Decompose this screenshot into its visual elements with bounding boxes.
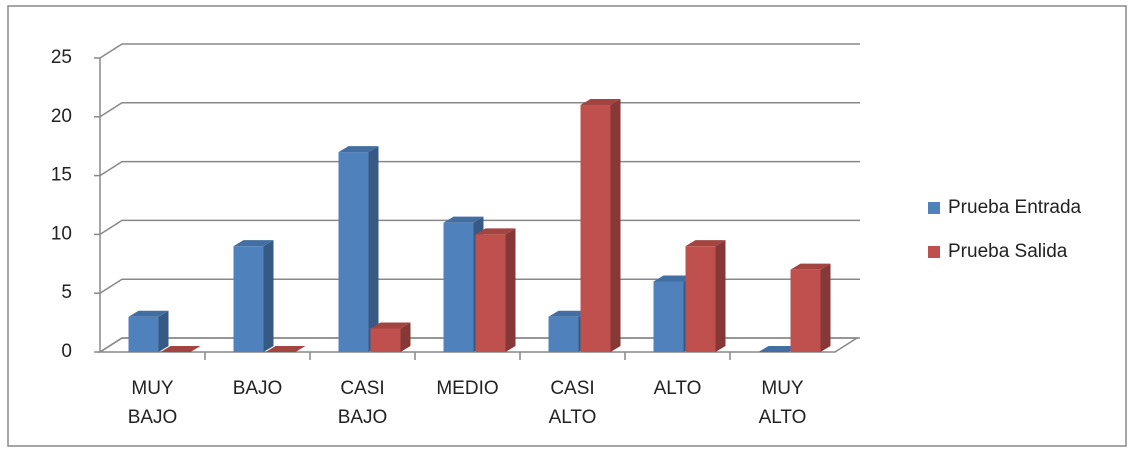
bar-side — [158, 310, 169, 352]
y-tick-label: 15 — [51, 165, 72, 186]
bar — [338, 146, 379, 352]
bar-side — [505, 228, 516, 352]
bar-front — [685, 246, 716, 352]
bar — [265, 346, 306, 352]
legend-swatch — [928, 246, 940, 258]
y-tick-label: 5 — [61, 282, 72, 303]
bar-side — [610, 99, 621, 352]
bar-side — [263, 240, 274, 352]
bar-top — [265, 346, 306, 352]
bar-front — [370, 328, 401, 352]
bar — [475, 228, 516, 352]
x-tick-label: CASI BAJO — [337, 378, 388, 428]
x-tick-label: CASI ALTO — [548, 378, 597, 428]
bar-side — [715, 240, 726, 352]
bar-front — [233, 246, 264, 352]
x-tick-label: MUY ALTO — [758, 378, 807, 428]
bar — [233, 240, 274, 352]
x-tick-label: BAJO — [232, 378, 283, 399]
y-tick-label: 25 — [51, 47, 72, 68]
grid-line — [99, 160, 860, 177]
bar-top — [685, 240, 726, 247]
bar-top — [790, 263, 831, 270]
bar-top — [653, 275, 694, 282]
grid-line — [99, 43, 860, 59]
bar-front — [338, 152, 369, 352]
bar — [790, 263, 831, 352]
bar-top — [580, 99, 621, 106]
y-tick-label: 0 — [61, 341, 72, 362]
bar-top — [233, 240, 274, 247]
legend-swatch — [928, 202, 940, 214]
bar-front — [128, 316, 159, 352]
grid-line — [99, 102, 860, 118]
legend-label: Prueba Salida — [948, 241, 1068, 262]
y-tick-label: 20 — [51, 106, 72, 127]
bar-top — [338, 146, 379, 153]
frame — [7, 5, 1127, 447]
x-tick-label: MEDIO — [436, 378, 499, 399]
bar-front — [475, 234, 506, 352]
bar-front — [443, 222, 474, 352]
y-tick-label: 10 — [51, 223, 72, 244]
bar-side — [400, 322, 411, 352]
bar-side — [368, 146, 379, 352]
x-tick-label: ALTO — [653, 378, 702, 399]
bar-top — [443, 216, 484, 223]
bar-top — [128, 310, 169, 317]
bar-top — [370, 322, 411, 329]
bar-front — [790, 269, 821, 352]
bar — [758, 346, 799, 352]
bar — [128, 310, 169, 352]
bar — [580, 99, 621, 352]
bar-top — [548, 310, 589, 317]
bar-side — [820, 263, 831, 352]
bar — [370, 322, 411, 352]
bar-front — [580, 105, 611, 352]
bar-top — [160, 346, 201, 352]
bar-front — [653, 281, 684, 352]
x-tick-label: MUY BAJO — [127, 378, 178, 428]
bar — [685, 240, 726, 352]
bar — [160, 346, 201, 352]
bar-top — [475, 228, 516, 235]
legend-label: Prueba Entrada — [948, 197, 1082, 218]
bar-front — [548, 316, 579, 352]
bar-top — [758, 346, 799, 352]
